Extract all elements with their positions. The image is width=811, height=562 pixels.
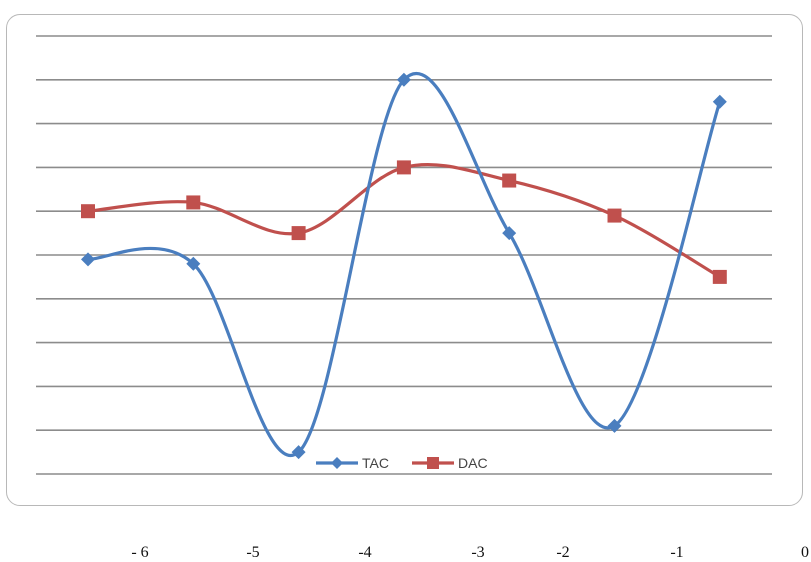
series-line-tac — [86, 71, 722, 457]
x-tick-labels: - 6 -5 -4 -3 -2 -1 0 — [131, 544, 809, 561]
legend-item-dac: DAC — [412, 455, 488, 471]
x-tick-label: -2 — [556, 544, 569, 561]
point-tac — [291, 445, 306, 460]
x-tick-label: 0 — [801, 544, 809, 561]
point-dac — [502, 173, 517, 188]
chart-frame — [6, 14, 803, 506]
x-tick-label: -1 — [670, 544, 683, 561]
x-tick-label: -3 — [471, 544, 484, 561]
x-tick-label: -4 — [358, 544, 371, 561]
legend-label: DAC — [458, 455, 488, 471]
point-dac — [81, 204, 95, 219]
x-tick-label: - 6 — [131, 544, 148, 561]
legend-label: TAC — [362, 455, 389, 471]
point-tac — [712, 94, 727, 109]
point-tac — [502, 226, 517, 241]
point-tac — [396, 72, 411, 87]
point-dac — [607, 208, 622, 223]
point-dac — [186, 195, 201, 210]
legend-swatch-marker — [427, 457, 439, 469]
grid-lines — [36, 35, 772, 475]
point-dac — [291, 226, 306, 241]
series-line-dac — [86, 163, 722, 279]
legend: TAC DAC — [316, 455, 488, 471]
series-lines — [86, 71, 722, 457]
point-tac — [81, 252, 95, 267]
point-dac — [712, 269, 727, 284]
point-dac — [396, 160, 411, 175]
point-tac — [186, 256, 201, 271]
point-tac — [607, 418, 622, 433]
series-markers — [81, 72, 727, 460]
legend-swatch-marker — [331, 457, 343, 469]
legend-item-tac: TAC — [316, 455, 389, 471]
x-tick-label: -5 — [246, 544, 259, 561]
